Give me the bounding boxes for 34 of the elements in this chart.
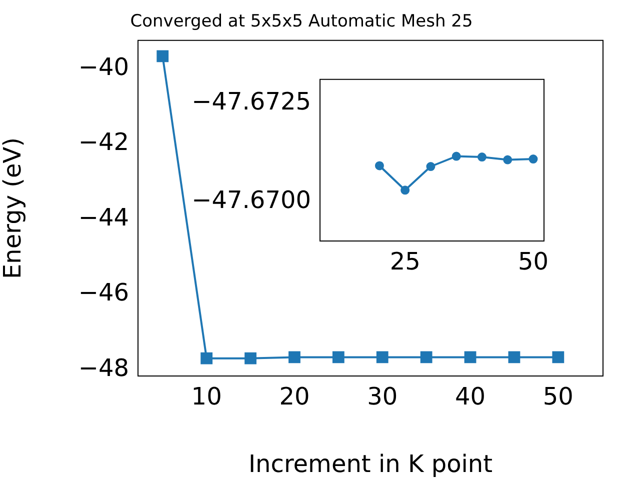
x-tick-label: 40 <box>454 382 486 411</box>
y-tick-label: −48 <box>78 354 129 382</box>
point <box>464 351 476 364</box>
x-tick-label: 50 <box>542 382 574 411</box>
x-axis-title: Increment in K point <box>248 450 493 478</box>
point <box>374 161 384 170</box>
point <box>552 351 564 364</box>
y-tick-label: −47.6725 <box>192 87 311 116</box>
y-tick-label: −40 <box>78 52 129 81</box>
point <box>426 162 436 172</box>
point <box>477 152 486 162</box>
point <box>420 351 432 364</box>
point <box>288 351 300 364</box>
x-tick-label: 30 <box>367 382 398 411</box>
y-tick-label: −46 <box>78 278 129 307</box>
y-tick-label: −42 <box>78 128 129 156</box>
point <box>503 155 512 164</box>
point <box>452 152 461 161</box>
point <box>244 352 256 364</box>
y-axis-title: Energy (eV) <box>0 137 27 279</box>
x-tick-label: 10 <box>191 382 222 411</box>
point <box>156 50 169 62</box>
x-tick-label: 50 <box>518 248 549 276</box>
x-tick-label: 20 <box>279 382 310 411</box>
point <box>400 186 410 195</box>
point <box>200 352 213 364</box>
point <box>508 351 520 364</box>
chart-title: Converged at 5x5x5 Automatic Mesh 25 <box>130 12 473 32</box>
y-tick-label: −47.6700 <box>192 186 311 214</box>
y-tick-label: −44 <box>78 203 129 232</box>
point <box>376 351 388 364</box>
point <box>528 154 538 164</box>
x-tick-label: 25 <box>390 248 420 276</box>
point <box>332 351 344 364</box>
